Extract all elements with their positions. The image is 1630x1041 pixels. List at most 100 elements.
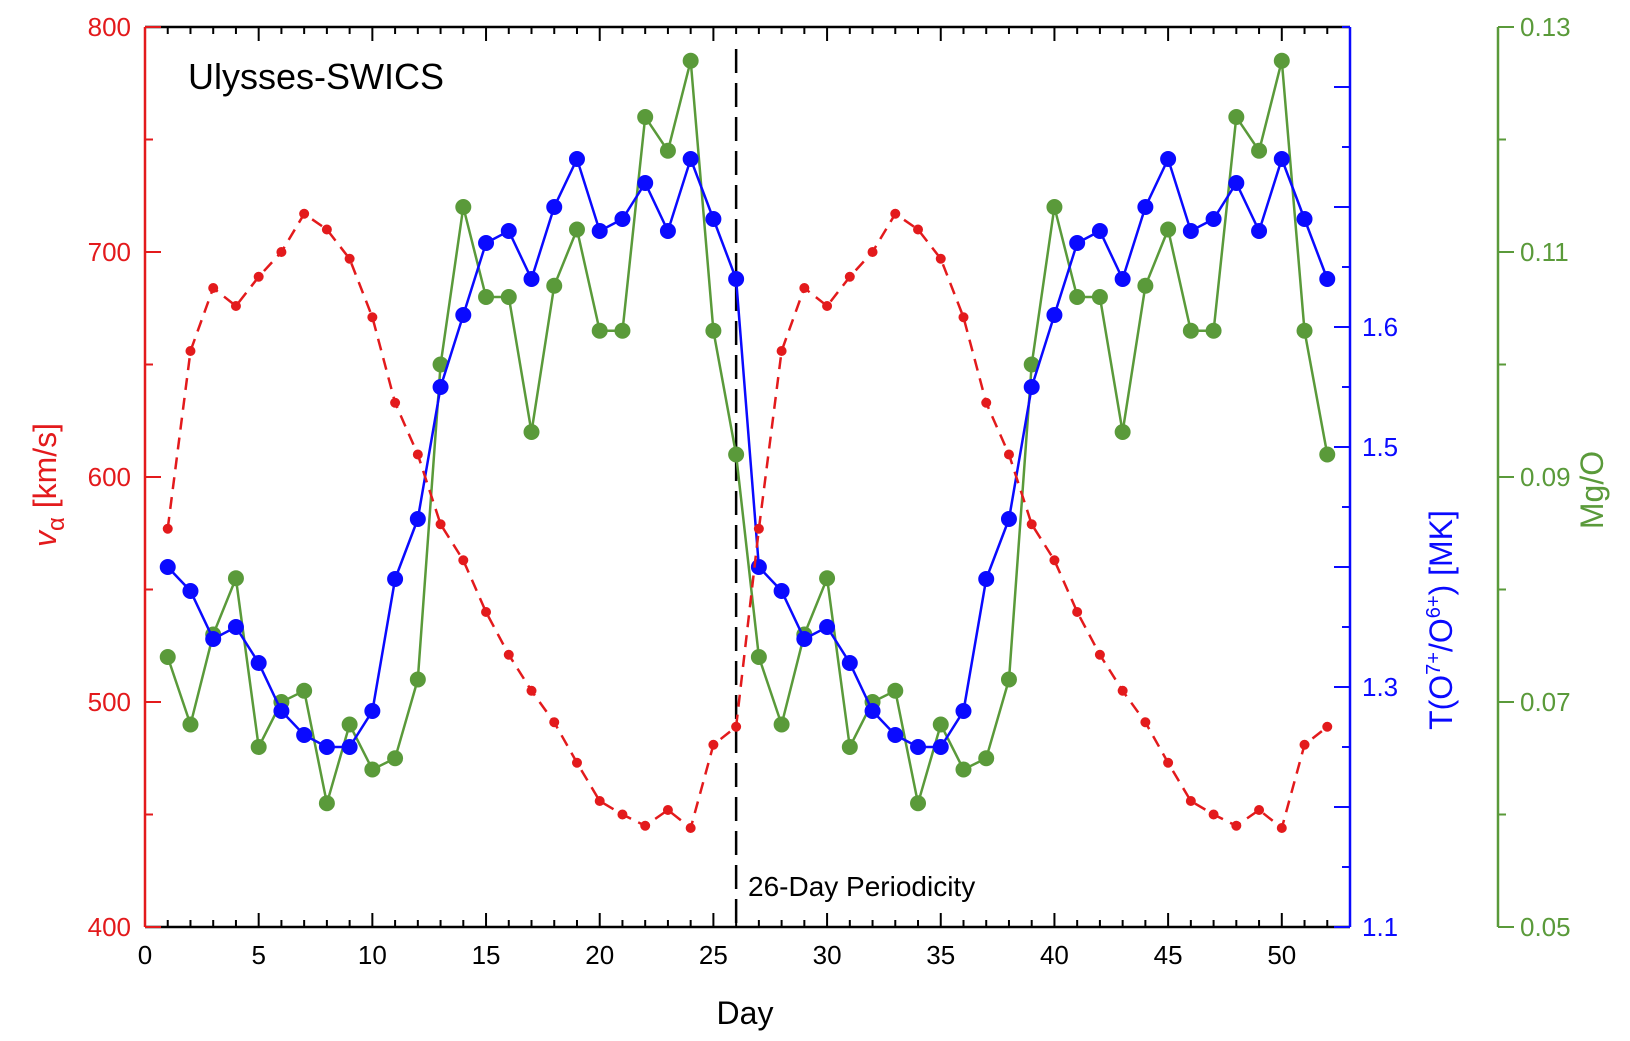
left-axis-tick-label: 400 (88, 912, 131, 942)
right-axis-mgo-tick-label: 0.05 (1520, 912, 1571, 942)
data-point (455, 199, 472, 215)
data-point (1023, 379, 1040, 395)
data-point (1114, 424, 1131, 440)
data-point (913, 224, 924, 235)
x-tick-label: 45 (1154, 940, 1183, 970)
data-point (276, 247, 287, 257)
data-point (1091, 289, 1108, 305)
data-point (1000, 671, 1017, 688)
data-point (1003, 449, 1014, 460)
data-point (1273, 151, 1290, 167)
data-point (481, 607, 492, 617)
data-point (932, 716, 949, 733)
data-point (273, 703, 290, 719)
data-point (773, 583, 790, 599)
data-point (526, 685, 537, 696)
data-point (299, 208, 310, 219)
chart-title: Ulysses-SWICS (188, 56, 444, 97)
data-point (250, 739, 267, 755)
data-point (182, 583, 199, 599)
data-point (819, 619, 836, 635)
series-v-alpha (162, 208, 1333, 833)
data-point (344, 253, 355, 264)
data-point (887, 682, 904, 699)
data-point (412, 449, 423, 460)
data-point (1137, 277, 1154, 294)
data-point (591, 223, 608, 239)
data-point (230, 301, 241, 311)
data-point (253, 271, 264, 282)
data-point (1299, 739, 1310, 750)
data-point (523, 271, 540, 287)
data-point (435, 519, 446, 530)
data-point (864, 703, 881, 719)
data-point (910, 795, 927, 812)
series-line (166, 212, 1329, 831)
data-point (958, 312, 969, 323)
series-line (166, 60, 1329, 804)
right-axis-mgo-title: Mg/O (1574, 451, 1610, 529)
data-point (978, 750, 995, 767)
data-point (159, 559, 176, 575)
data-point (935, 253, 946, 264)
data-point (708, 739, 719, 750)
x-tick-label: 25 (699, 940, 728, 970)
data-point (1069, 289, 1086, 305)
data-point (867, 247, 878, 257)
x-tick-label: 35 (926, 940, 955, 970)
data-point (296, 682, 313, 699)
data-point (1205, 211, 1222, 227)
data-point (1231, 820, 1242, 831)
data-point (1140, 717, 1151, 728)
x-tick-label: 5 (251, 940, 265, 970)
right-axis-mgo-tick-label: 0.09 (1520, 462, 1571, 492)
data-point (728, 446, 745, 463)
data-point (390, 397, 401, 408)
data-point (1114, 271, 1131, 287)
data-point (205, 631, 222, 647)
data-point (571, 757, 582, 768)
data-point (409, 511, 426, 527)
data-point (728, 271, 745, 287)
data-point (568, 221, 585, 238)
series-t-o7-o6- (159, 151, 1336, 755)
data-point (981, 397, 992, 408)
data-point (409, 671, 426, 688)
data-point (1072, 607, 1083, 617)
data-point (250, 655, 267, 671)
data-point (822, 301, 833, 311)
period-annotation: 26-Day Periodicity (748, 871, 975, 902)
data-point (1049, 555, 1060, 566)
x-tick-label: 30 (813, 940, 842, 970)
data-point (799, 283, 810, 293)
data-point (617, 809, 628, 820)
temp-title-sup2: 6+ (1423, 595, 1445, 618)
data-point (523, 424, 540, 440)
data-point (227, 570, 244, 587)
data-point (682, 151, 699, 167)
data-point (705, 211, 722, 227)
x-tick-label: 15 (472, 940, 501, 970)
data-point (819, 570, 836, 587)
left-axis-tick-label: 700 (88, 237, 131, 267)
data-point (364, 703, 381, 719)
data-point (1137, 199, 1154, 215)
temp-title-suffix: ) [MK] (1423, 510, 1459, 595)
data-point (705, 322, 722, 339)
data-point (1296, 322, 1313, 339)
data-point (1160, 221, 1177, 238)
data-point (1046, 199, 1063, 215)
data-point (318, 739, 335, 755)
data-point (887, 727, 904, 743)
data-point (1228, 109, 1245, 125)
data-point (1117, 685, 1128, 696)
data-point (614, 322, 631, 339)
x-axis-title: Day (717, 995, 774, 1031)
data-point (1276, 823, 1287, 833)
data-point (685, 823, 696, 833)
axes: 0 5 10 15 20 25 30 35 40 45 50 400 500 600 700 800 1.1 1.… (88, 12, 1571, 970)
data-point (1251, 223, 1268, 239)
data-point (455, 307, 472, 323)
data-point (500, 289, 517, 305)
data-point (1182, 223, 1199, 239)
